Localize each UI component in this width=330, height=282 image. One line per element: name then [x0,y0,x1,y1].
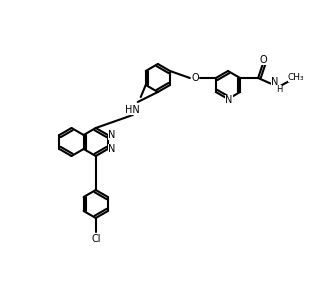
Text: O: O [191,73,199,83]
Text: N: N [108,130,116,140]
Text: Cl: Cl [91,234,101,244]
Text: H: H [276,85,282,94]
Text: HN: HN [125,105,140,115]
Text: O: O [259,55,267,65]
Text: CH₃: CH₃ [288,72,305,81]
Text: N: N [108,144,116,154]
Text: N: N [272,77,279,87]
Text: N: N [225,95,233,105]
